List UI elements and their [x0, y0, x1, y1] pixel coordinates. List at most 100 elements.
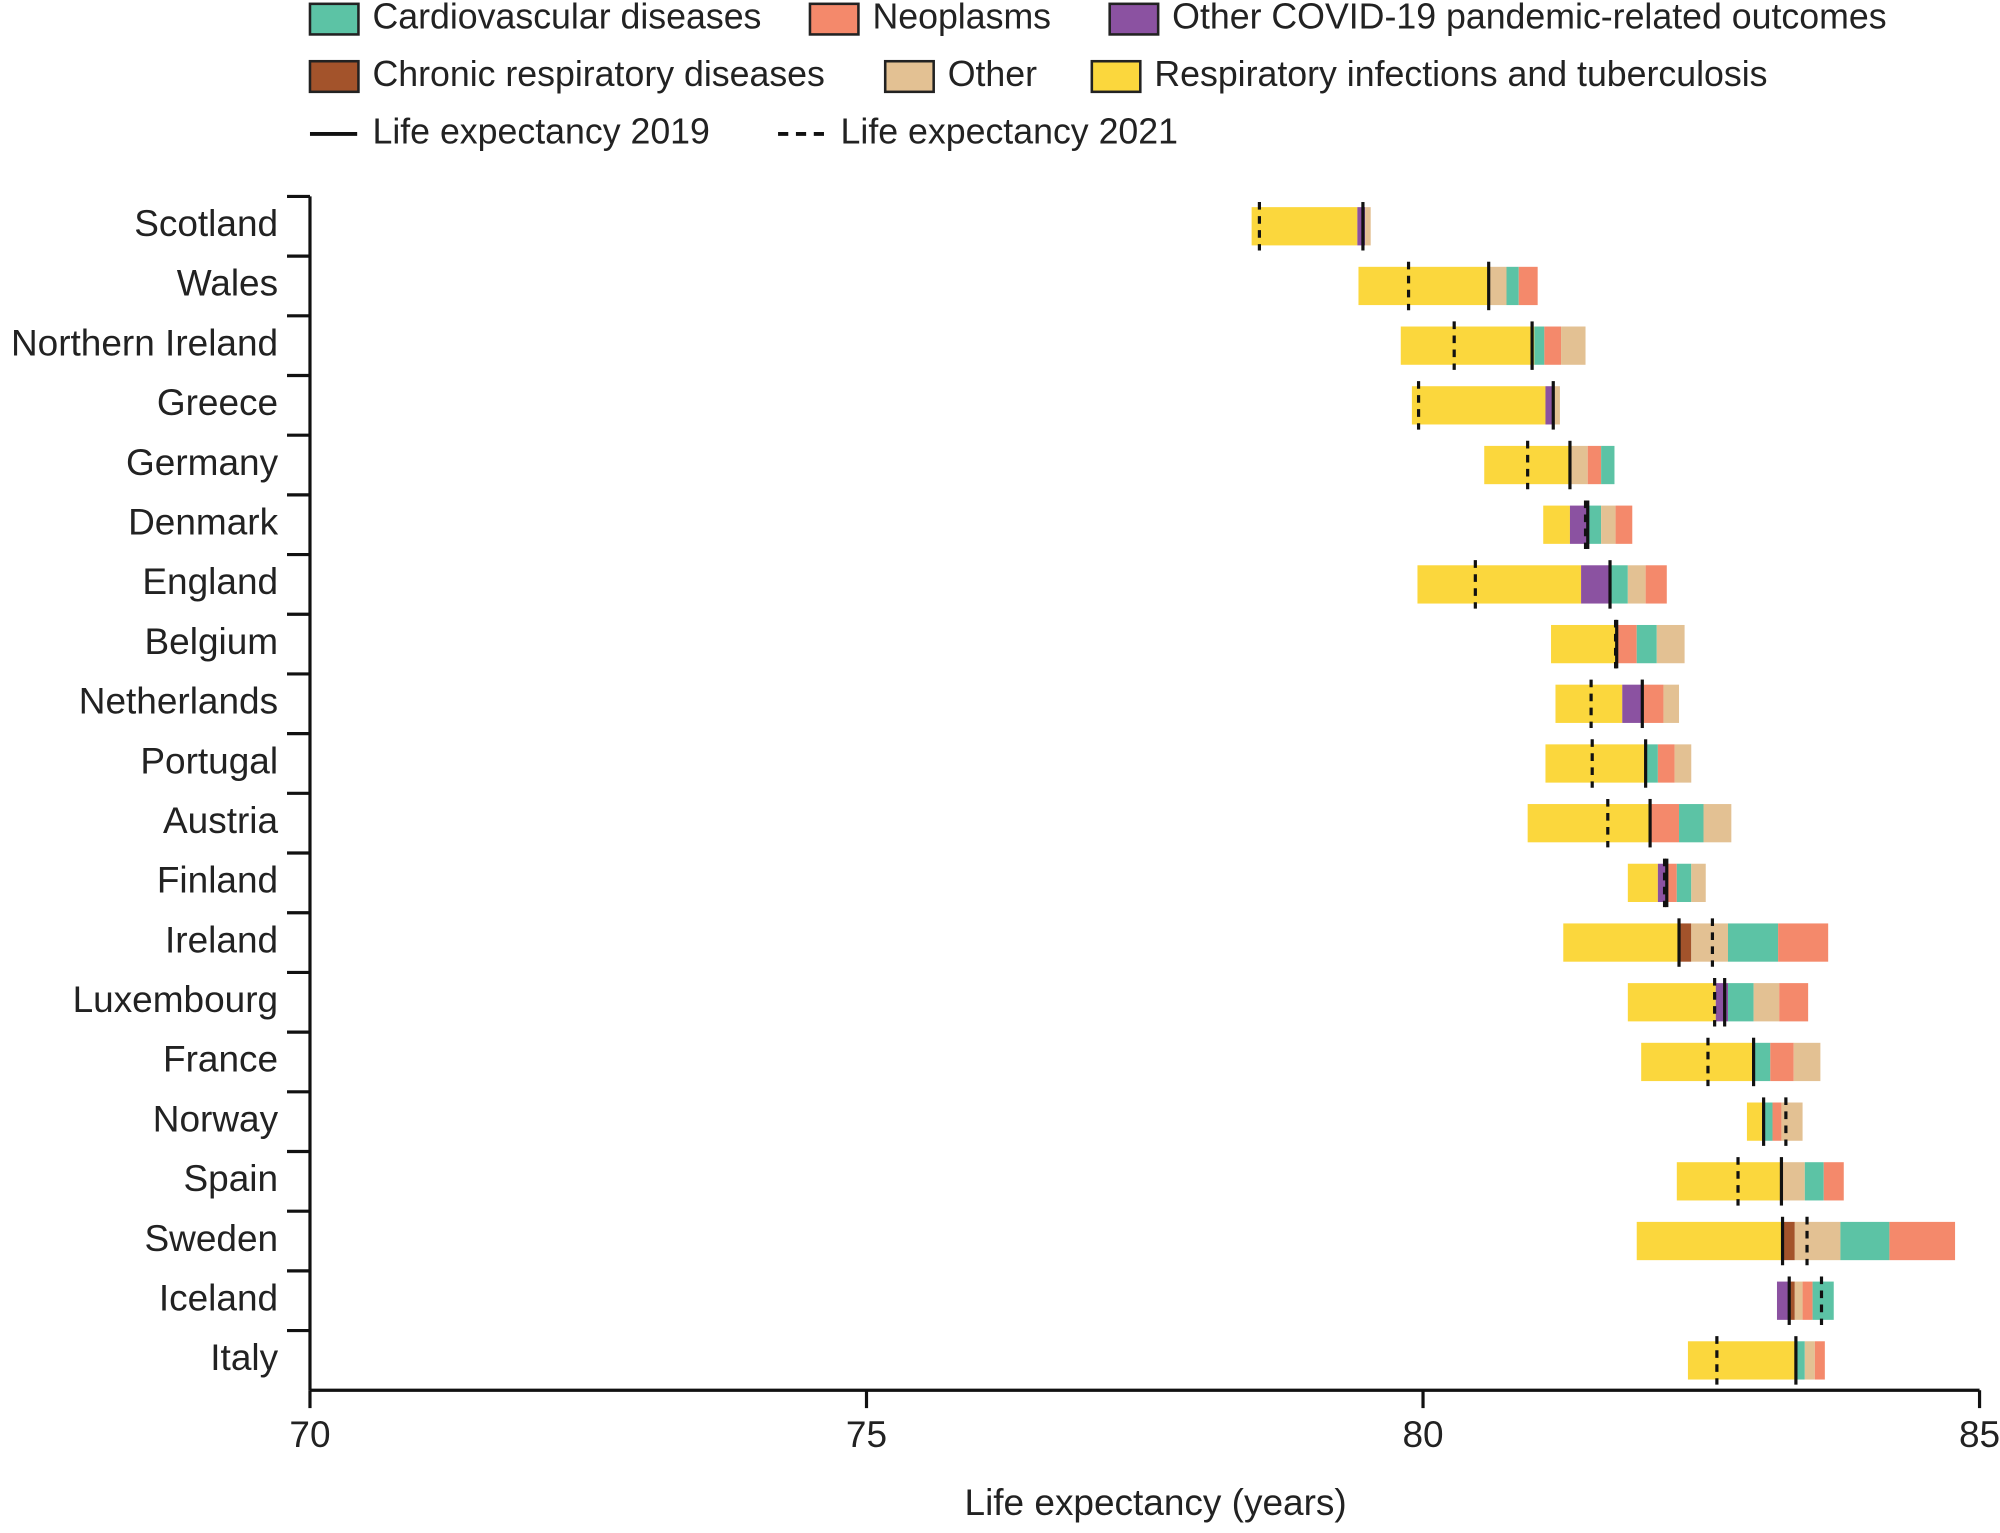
segment — [1400, 326, 1535, 365]
legend-swatch — [883, 59, 935, 94]
legend-label: Respiratory infections and tuberculosis — [1154, 54, 1767, 94]
country-label: France — [163, 1039, 278, 1080]
x-tick-label: 70 — [289, 1414, 330, 1455]
segment — [1651, 804, 1680, 843]
segment — [1551, 624, 1617, 664]
segment — [1627, 565, 1646, 604]
legend-label: Other — [948, 54, 1037, 94]
segment — [1622, 684, 1643, 723]
segment — [1587, 445, 1602, 485]
segment — [1636, 624, 1657, 664]
segment — [1553, 386, 1560, 425]
country-label: Northern Ireland — [11, 322, 278, 363]
segment — [1663, 684, 1680, 723]
legend-swatch — [308, 59, 360, 94]
country-label: Norway — [153, 1098, 279, 1139]
segment — [1804, 1341, 1815, 1380]
country-label: Belgium — [145, 621, 279, 662]
segment — [1641, 1042, 1755, 1082]
country-label: Netherlands — [79, 681, 278, 722]
segment — [1762, 1102, 1773, 1141]
x-tick-label: 75 — [846, 1414, 887, 1455]
legend-swatch — [808, 2, 860, 36]
segment — [1770, 1042, 1794, 1082]
segment — [1636, 1221, 1783, 1261]
country-label: Iceland — [159, 1277, 278, 1318]
segment — [1417, 565, 1582, 604]
segment — [1587, 505, 1602, 544]
country-label: Austria — [163, 800, 278, 841]
segment — [1691, 923, 1729, 962]
segment — [1812, 1281, 1834, 1320]
segment — [1795, 1341, 1805, 1380]
legend-swatch — [1090, 59, 1142, 94]
segment — [1581, 565, 1611, 604]
segment — [1794, 1281, 1803, 1320]
segment — [1411, 386, 1546, 425]
legend-swatch — [1108, 2, 1160, 36]
segment — [1772, 1102, 1782, 1141]
segment — [1754, 1042, 1771, 1082]
segment — [1527, 804, 1652, 843]
segment — [1601, 445, 1615, 485]
segment — [1657, 744, 1675, 783]
country-label: Spain — [184, 1158, 279, 1199]
segment — [1889, 1221, 1956, 1261]
legend-swatch — [308, 2, 360, 36]
segment — [1569, 505, 1588, 544]
segment — [1518, 266, 1538, 306]
segment — [1746, 1102, 1763, 1141]
segment — [1782, 1221, 1795, 1261]
segment — [1781, 1102, 1803, 1141]
segment — [1687, 1341, 1796, 1380]
segment — [1627, 983, 1716, 1022]
x-tick-label: 85 — [1959, 1414, 2000, 1455]
segment — [1840, 1221, 1890, 1261]
segment — [1365, 207, 1371, 246]
segment — [1610, 565, 1628, 604]
segment — [1728, 923, 1779, 962]
segment — [1656, 624, 1685, 664]
segment — [1543, 505, 1570, 544]
segment — [1666, 863, 1677, 903]
segment — [1545, 744, 1646, 783]
country-label: Sweden — [144, 1218, 278, 1259]
segment — [1657, 863, 1667, 903]
segment — [1804, 1162, 1824, 1201]
legend-label: Life expectancy 2019 — [372, 111, 709, 151]
segment — [1802, 1281, 1813, 1320]
segment — [1627, 863, 1658, 903]
segment — [1506, 266, 1519, 306]
segment — [1753, 983, 1780, 1022]
segment — [1601, 505, 1616, 544]
legend-label: Other COVID-19 pandemic-related outcomes — [1172, 0, 1886, 37]
segment — [1616, 624, 1637, 664]
segment — [1645, 565, 1667, 604]
segment — [1615, 505, 1633, 544]
segment — [1676, 863, 1692, 903]
segment — [1357, 207, 1366, 246]
country-label: Wales — [177, 263, 278, 304]
x-tick-label: 80 — [1402, 1414, 1443, 1455]
country-label: Finland — [157, 860, 278, 901]
country-label: England — [142, 561, 278, 602]
segment — [1823, 1162, 1844, 1201]
legend-label: Chronic respiratory diseases — [372, 54, 824, 94]
segment — [1778, 923, 1829, 962]
segment — [1789, 1281, 1795, 1320]
segment — [1645, 744, 1658, 783]
segment — [1679, 804, 1704, 843]
country-label: Luxembourg — [73, 979, 279, 1020]
segment — [1703, 804, 1732, 843]
country-label: Scotland — [134, 203, 278, 244]
segment — [1561, 326, 1586, 365]
segment — [1779, 983, 1809, 1022]
country-label: Denmark — [128, 501, 278, 542]
segment — [1793, 1042, 1821, 1082]
segment — [1728, 983, 1754, 1022]
segment — [1676, 1162, 1783, 1201]
segment — [1691, 863, 1706, 903]
segment — [1251, 207, 1358, 246]
